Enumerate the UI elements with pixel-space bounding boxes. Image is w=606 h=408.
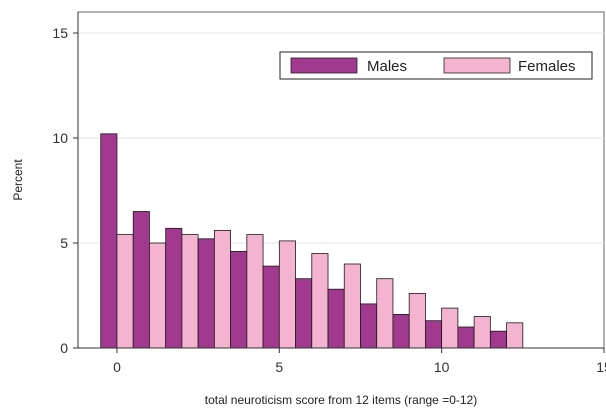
bar-females (246, 234, 264, 349)
bars (100, 133, 524, 349)
bar-males (262, 265, 280, 349)
bar-females (408, 292, 426, 349)
bar-males (197, 238, 215, 349)
y-tick-label: 10 (52, 130, 68, 146)
y-tick-label: 5 (60, 235, 68, 251)
bar-females (149, 242, 167, 349)
x-axis-ticks: 0 5 10 15 (113, 348, 606, 375)
y-tick-label: 15 (52, 25, 68, 41)
bar-females (311, 253, 329, 349)
bar-males (327, 288, 345, 349)
bar-females (506, 322, 524, 349)
legend: Males Females (279, 51, 593, 80)
bar-males (360, 303, 378, 349)
x-tick-label: 0 (113, 359, 121, 375)
bar-females (343, 263, 361, 349)
x-tick-label: 5 (275, 359, 283, 375)
bar-males (457, 326, 475, 349)
bar-males (132, 211, 150, 349)
bar-females (473, 316, 491, 349)
legend-swatch-females (443, 57, 511, 74)
bar-females (376, 278, 394, 349)
bar-males (425, 320, 443, 349)
bar-males (100, 133, 118, 349)
bar-females (181, 234, 199, 349)
legend-swatch-males (290, 57, 358, 74)
bar-females (213, 229, 232, 349)
y-axis-ticks: 0 5 10 15 (52, 25, 78, 356)
bar-males (165, 227, 183, 349)
x-tick-label: 15 (596, 359, 606, 375)
x-tick-label: 10 (434, 359, 450, 375)
bar-females (116, 234, 134, 349)
y-axis-title: Percent (11, 159, 25, 201)
bar-females (441, 307, 459, 349)
legend-label-females: Females (518, 58, 576, 75)
bar-females (278, 240, 296, 349)
bar-males (295, 278, 313, 349)
bar-males (489, 330, 507, 349)
legend-label-males: Males (367, 58, 407, 75)
x-axis-title: total neuroticism score from 12 items (r… (205, 393, 477, 407)
bar-males (392, 313, 410, 349)
bar-males (230, 250, 248, 349)
y-tick-label: 0 (60, 340, 68, 356)
